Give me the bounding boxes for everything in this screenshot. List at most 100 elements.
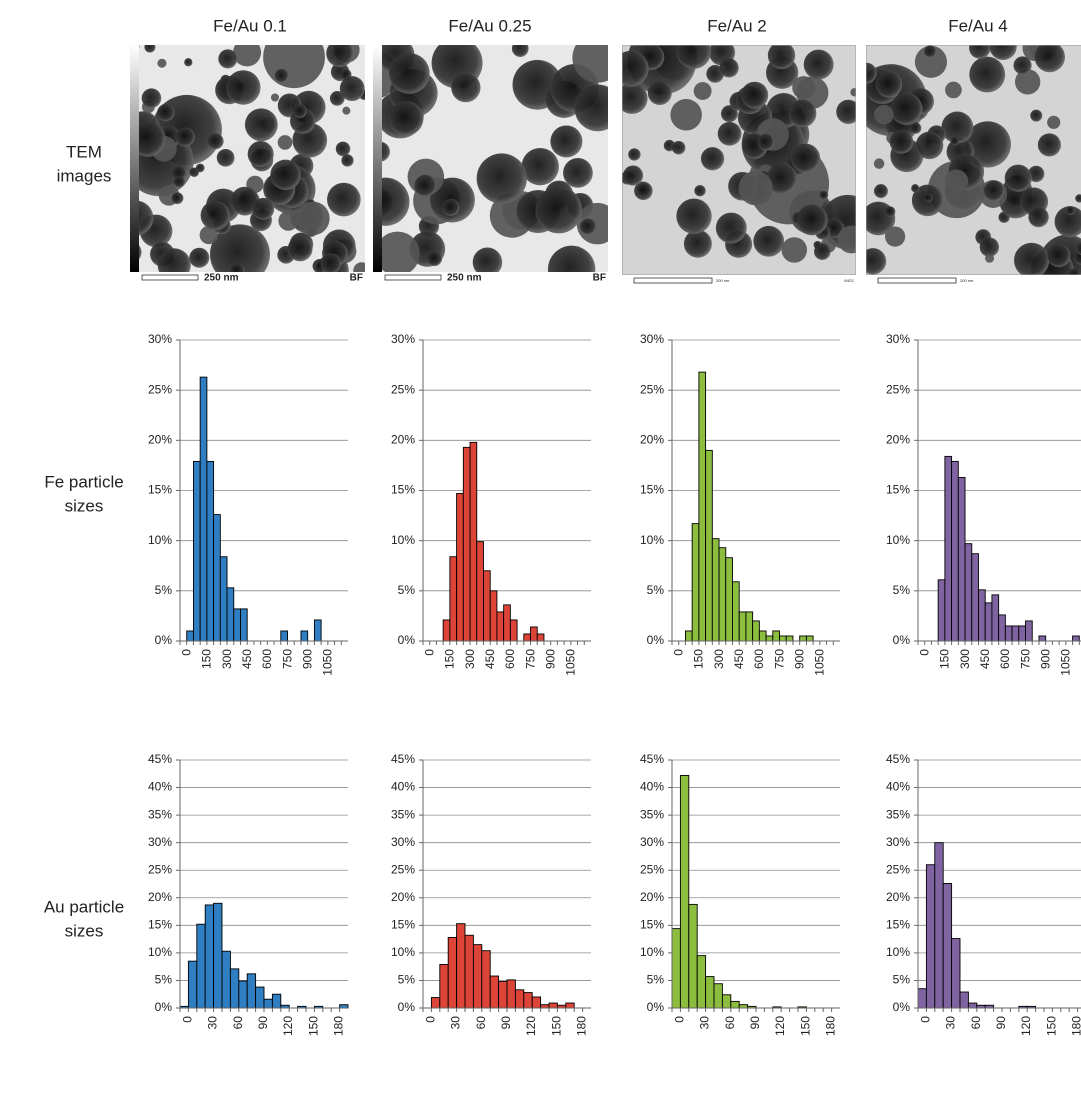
particle xyxy=(572,45,608,83)
particle xyxy=(442,198,460,216)
bar xyxy=(934,842,944,1009)
particle xyxy=(233,45,262,67)
y-tick-label: 25% xyxy=(640,862,664,876)
bar xyxy=(206,460,215,642)
particle xyxy=(157,248,191,272)
tem-content xyxy=(373,45,608,272)
bar xyxy=(240,608,248,642)
bar xyxy=(738,611,747,642)
x-tick-label: 60 xyxy=(969,1016,983,1030)
particle xyxy=(472,247,503,272)
particle xyxy=(207,133,224,150)
x-tick-label: 300 xyxy=(958,649,972,669)
bar xyxy=(725,557,733,642)
particle xyxy=(985,253,995,263)
particle xyxy=(717,121,742,146)
x-tick-label: 90 xyxy=(748,1016,762,1030)
particle xyxy=(944,169,969,193)
bar xyxy=(187,960,198,1009)
bar xyxy=(745,611,754,642)
particle xyxy=(263,45,325,89)
particle xyxy=(320,253,342,272)
y-tick-label: 15% xyxy=(148,483,172,497)
bar xyxy=(1011,625,1020,642)
particle xyxy=(1013,56,1032,75)
particle xyxy=(216,148,235,167)
y-tick-label: 10% xyxy=(640,945,664,959)
particle xyxy=(353,262,365,272)
y-tick-label: 30% xyxy=(640,332,664,346)
bar xyxy=(721,994,732,1009)
x-tick-label: 600 xyxy=(752,649,766,669)
bar xyxy=(765,635,774,642)
bar xyxy=(984,602,993,642)
y-tick-label: 40% xyxy=(640,780,664,794)
bar xyxy=(509,619,518,642)
x-tick-label: 60 xyxy=(231,1016,245,1030)
particle xyxy=(1014,242,1050,275)
particle xyxy=(547,245,596,272)
y-tick-label: 25% xyxy=(886,382,910,396)
bar xyxy=(255,986,265,1009)
particle xyxy=(924,45,937,58)
y-tick-label: 10% xyxy=(640,533,664,547)
particle xyxy=(866,62,877,84)
bar xyxy=(238,980,248,1009)
x-tick-label: 1050 xyxy=(564,649,578,676)
x-tick-label: 600 xyxy=(260,649,274,669)
y-tick-label: 45% xyxy=(640,752,664,766)
particle xyxy=(890,92,923,125)
column-title: Fe/Au 4 xyxy=(948,16,1008,35)
y-tick-label: 15% xyxy=(886,483,910,497)
x-tick-label: 60 xyxy=(723,1016,737,1030)
particle xyxy=(270,159,301,191)
y-tick-label: 20% xyxy=(886,890,910,904)
detector-label: IMG1 xyxy=(844,278,855,283)
row-label: images xyxy=(57,166,112,185)
x-tick-label: 450 xyxy=(483,649,497,669)
particle xyxy=(244,108,278,142)
y-tick-label: 10% xyxy=(148,945,172,959)
particle xyxy=(274,68,289,83)
bar xyxy=(679,774,690,1009)
row-label: sizes xyxy=(65,496,104,515)
bar xyxy=(430,997,441,1009)
bar xyxy=(489,975,500,1009)
bar xyxy=(698,371,707,642)
particle xyxy=(199,225,219,245)
scale-bar-label: 200 nm xyxy=(960,278,974,283)
bar xyxy=(186,630,194,642)
y-tick-label: 20% xyxy=(391,433,415,447)
x-tick-label: 900 xyxy=(1038,649,1052,669)
x-tick-label: 150 xyxy=(692,649,706,669)
particle xyxy=(1014,69,1041,95)
particle xyxy=(941,111,974,144)
bar xyxy=(998,614,1006,642)
y-tick-label: 30% xyxy=(148,835,172,849)
particle xyxy=(389,101,424,136)
particle xyxy=(247,141,274,168)
bar xyxy=(514,989,525,1009)
particle xyxy=(341,154,354,167)
particle xyxy=(915,131,944,160)
bar xyxy=(959,991,969,1009)
particle xyxy=(969,56,1006,93)
bar xyxy=(951,460,959,642)
y-tick-label: 45% xyxy=(148,752,172,766)
particle xyxy=(373,177,410,226)
y-tick-label: 35% xyxy=(148,807,172,821)
bar xyxy=(978,589,986,642)
bar xyxy=(944,455,953,642)
bar xyxy=(1072,635,1080,642)
bar xyxy=(1038,635,1047,642)
bar xyxy=(1025,620,1033,642)
x-tick-label: 1050 xyxy=(1059,649,1073,676)
particle xyxy=(157,58,167,68)
y-tick-label: 5% xyxy=(647,973,665,987)
bar xyxy=(506,979,516,1009)
x-tick-label: 1050 xyxy=(813,649,827,676)
bar xyxy=(246,973,257,1009)
particle xyxy=(451,72,481,103)
bar xyxy=(530,626,538,642)
particle xyxy=(767,45,796,70)
